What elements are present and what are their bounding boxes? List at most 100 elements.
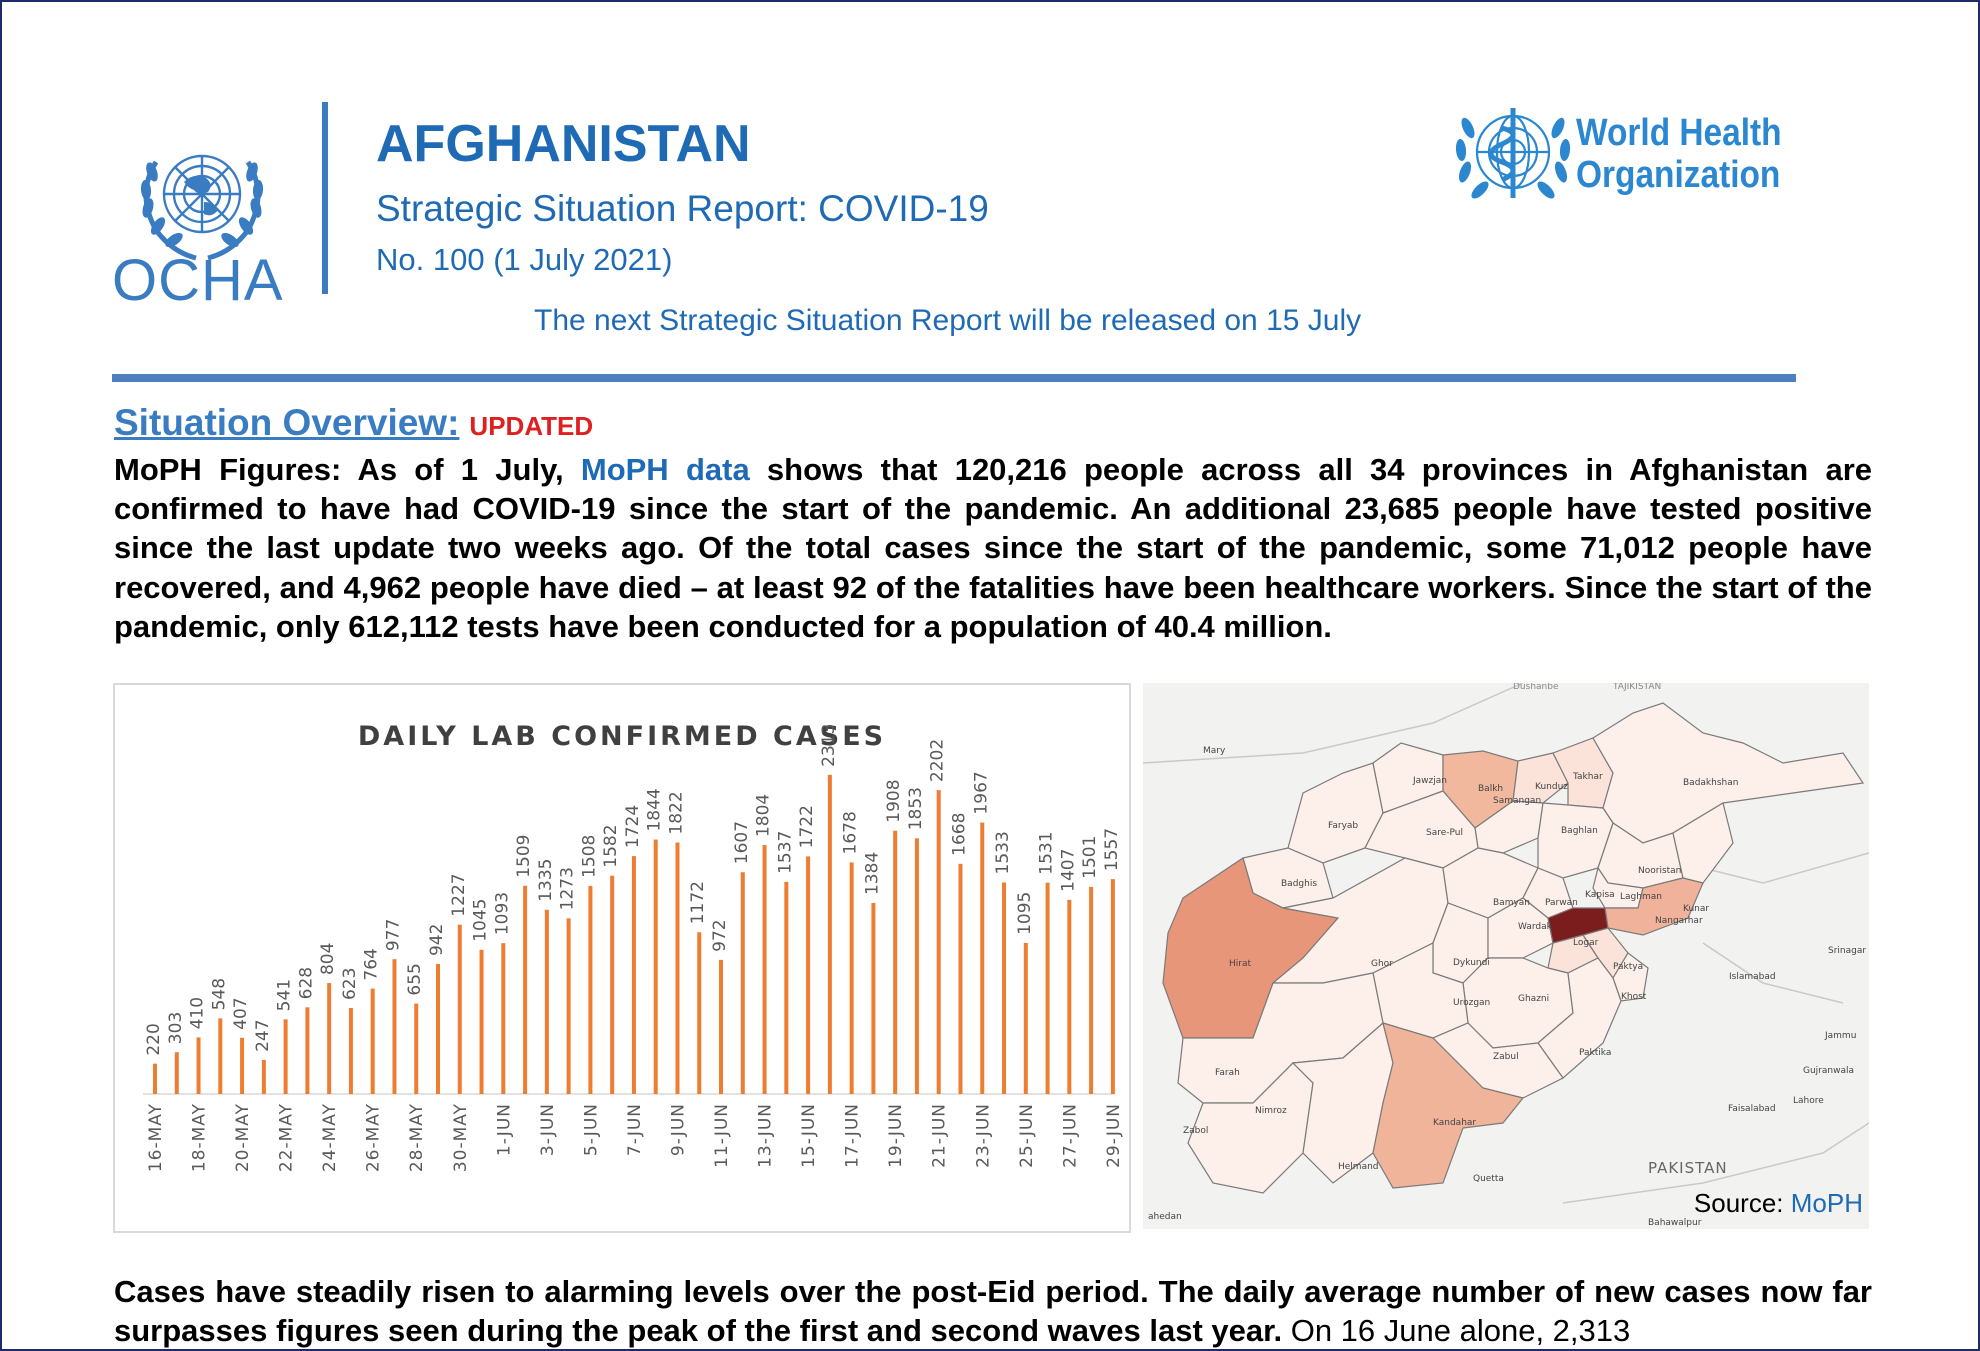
bar-5-jun (588, 885, 593, 1094)
bar-17-jun (849, 862, 854, 1094)
bar-10-jun (697, 932, 702, 1094)
province-kunduz (1512, 752, 1569, 804)
who-wordmark-line1: World Health (1576, 112, 1782, 154)
map-label-takhar: Takhar (1572, 772, 1603, 782)
map-label-nangarhar: Nangarhar (1655, 916, 1703, 926)
map-source-link[interactable]: MoPH (1790, 1188, 1863, 1218)
header-divider (322, 102, 328, 294)
bar-23-may (305, 1007, 310, 1094)
bar-21-jun (936, 790, 941, 1094)
bar-6-jun (610, 875, 615, 1094)
value-label-17-may: 303 (166, 1012, 186, 1044)
value-label-12-jun: 1607 (732, 821, 752, 864)
bar-13-jun (762, 845, 767, 1094)
value-label-31-may: 1045 (471, 899, 491, 942)
tick-label-9-jun: 9-JUN (668, 1103, 688, 1156)
map-label-faryab: Faryab (1328, 821, 1358, 831)
value-label-30-may: 1227 (449, 873, 469, 916)
value-label-16-may: 220 (144, 1023, 164, 1055)
province-paktika (1537, 957, 1622, 1079)
un-emblem-icon (140, 154, 264, 261)
map-label-bamyan: Bamyan (1493, 898, 1530, 908)
bar-16-jun (827, 774, 832, 1094)
moph-data-link[interactable]: MoPH data (580, 452, 750, 487)
bar-22-jun (958, 863, 963, 1094)
bar-21-may (261, 1059, 266, 1094)
section-title: Situation Overview: (114, 402, 460, 443)
map-label-quetta: Quetta (1473, 1174, 1504, 1184)
who-wordmark: World Health Organization (1576, 112, 1782, 196)
value-label-5-jun: 1508 (579, 835, 599, 878)
map-label-pakistan: PAKISTAN (1648, 1159, 1728, 1177)
value-label-20-jun: 1853 (906, 787, 926, 830)
value-label-11-jun: 972 (710, 919, 730, 951)
tick-label-18-may: 18-MAY (190, 1103, 210, 1172)
map-label-srinagar: Srinagar (1828, 946, 1866, 956)
value-label-20-may: 407 (231, 997, 251, 1029)
value-label-1-jun: 1093 (492, 892, 512, 935)
cases-text-bold: Cases have steadily risen to alarming le… (114, 1274, 1872, 1349)
value-label-18-may: 410 (188, 997, 208, 1029)
tick-label-21-jun: 21-JUN (930, 1103, 950, 1168)
map-label-khost: Khost (1621, 992, 1647, 1002)
tick-label-11-jun: 11-JUN (712, 1103, 732, 1168)
value-label-29-jun: 1557 (1102, 828, 1122, 871)
overview-text-a: MoPH Figures: As of 1 July, (114, 452, 581, 487)
tick-label-28-may: 28-MAY (407, 1103, 427, 1172)
next-report-notice: The next Strategic Situation Report will… (534, 304, 1362, 337)
tick-label-5-jun: 5-JUN (581, 1103, 601, 1156)
value-label-6-jun: 1582 (601, 824, 621, 867)
map-label-farah: Farah (1215, 1068, 1240, 1078)
map-label-nimroz: Nimroz (1255, 1106, 1287, 1116)
map-label-badakhshan: Badakhshan (1683, 778, 1738, 788)
value-label-25-jun: 1095 (1015, 892, 1035, 935)
value-label-13-jun: 1804 (754, 794, 774, 837)
value-label-22-may: 541 (275, 979, 295, 1011)
map-label-paktya: Paktya (1613, 962, 1643, 972)
value-label-9-jun: 1822 (666, 791, 686, 834)
tick-label-15-jun: 15-JUN (799, 1103, 819, 1168)
province-choropleth-map: Dushanbe TAJIKISTAN Mary Jawzjan Balkh Kunduz… (1143, 683, 1869, 1228)
tick-label-7-jun: 7-JUN (625, 1103, 645, 1156)
map-label-ghazni: Ghazni (1518, 994, 1549, 1004)
value-label-26-may: 764 (362, 948, 382, 980)
bar-20-jun (914, 838, 919, 1094)
map-label-tajikistan: TAJIKISTAN (1612, 683, 1661, 692)
tick-label-17-jun: 17-JUN (843, 1103, 863, 1168)
tick-label-27-jun: 27-JUN (1060, 1103, 1080, 1168)
bar-26-may (370, 988, 375, 1094)
value-label-21-jun: 2202 (928, 739, 948, 782)
tick-label-3-jun: 3-JUN (538, 1103, 558, 1156)
chart-bars (153, 774, 1115, 1094)
map-label-dushanbe: Dushanbe (1513, 683, 1559, 692)
bar-19-jun (893, 830, 898, 1094)
map-label-parwan: Parwan (1545, 898, 1578, 908)
value-label-25-may: 623 (340, 968, 360, 1000)
report-issue: No. 100 (1 July 2021) (376, 242, 673, 277)
value-label-27-may: 977 (383, 919, 403, 951)
bar-31-may (479, 949, 484, 1094)
tick-label-19-jun: 19-JUN (886, 1103, 906, 1168)
bar-27-jun (1067, 899, 1072, 1094)
chart-tick-labels: 16-MAY 18-MAY 20-MAY 22-MAY 24-MAY 26-MAY 28-M… (146, 1103, 1124, 1172)
value-label-14-jun: 1537 (775, 831, 795, 874)
map-label-badghis: Badghis (1281, 879, 1317, 889)
value-label-24-may: 804 (318, 943, 338, 975)
who-wordmark-line2: Organization (1576, 154, 1781, 196)
map-label-zabol: Zabol (1183, 1126, 1208, 1136)
bar-22-may (283, 1019, 288, 1094)
map-label-kunar: Kunar (1683, 904, 1709, 914)
map-label-jammu: Jammu (1824, 1031, 1856, 1041)
bar-26-jun (1045, 882, 1050, 1094)
bar-17-may (174, 1052, 179, 1094)
header-rule (112, 374, 1796, 382)
map-label-islamabad: Islamabad (1729, 972, 1776, 982)
value-label-17-jun: 1678 (841, 811, 861, 854)
value-label-8-jun: 1844 (645, 788, 665, 831)
bar-24-jun (1002, 882, 1007, 1094)
bar-30-may (457, 924, 462, 1094)
bar-12-jun (740, 872, 745, 1094)
map-label-ghor: Ghor (1371, 959, 1393, 969)
section-heading: Situation Overview: UPDATED (114, 402, 593, 444)
